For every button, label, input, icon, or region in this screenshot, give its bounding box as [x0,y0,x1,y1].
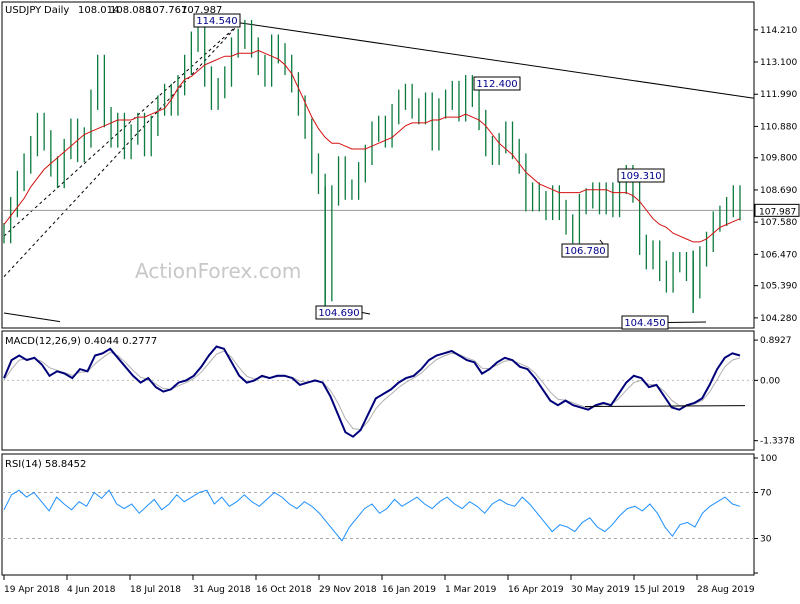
macd-signal-line [3,350,741,431]
current-price-label: 107.987 [759,207,796,217]
price-y-tick-label: 111.990 [760,90,797,100]
annotation-box [621,315,669,330]
annotation-label: 112.400 [476,79,517,90]
annotation-label: 109.310 [620,171,661,182]
annotation-label: 104.450 [624,318,665,329]
x-tick-label: 18 Jul 2018 [130,585,181,595]
annotation-box [561,243,609,258]
ohlc-open: 108.014 [78,5,119,16]
ohlc-high: 108.088 [110,5,151,16]
price-y-tick-label: 105.390 [760,282,797,292]
annotation-box [617,168,665,183]
x-tick-label: 16 Oct 2018 [256,585,312,595]
price-y-tick-label: 104.280 [760,314,797,324]
watermark: ActionForex.com [135,259,301,283]
rsi-panel: 100 70 30 [2,454,777,574]
price-y-tick-label: 113.100 [760,58,797,68]
macd-y-tick-label: 0.8927 [760,336,792,346]
price-y-tick-label: 108.690 [760,186,797,196]
annotation-label: 114.540 [196,16,237,27]
x-tick-label: 4 Jun 2018 [67,585,116,595]
ohlc-close: 107.987 [181,5,222,16]
x-tick-label: 16 Jan 2019 [382,585,436,595]
annotation-leader [361,312,371,315]
price-trendline [3,312,61,323]
price-y-tick-label: 114.210 [760,26,797,36]
price-y-tick-label: 109.800 [760,154,797,164]
rsi-panel-frame [1,453,755,576]
macd-title: MACD(12,26,9) 0.4044 0.2777 [5,336,157,347]
annotation-leader [667,321,707,323]
x-tick-label: 19 Apr 2018 [4,585,60,595]
x-tick-label: 16 Apr 2019 [508,585,564,595]
x-tick-label: 30 May 2019 [571,585,630,595]
macd-line [3,345,741,438]
annotation-box [315,305,363,320]
macd-panel-frame [1,330,755,451]
macd-trendline [584,405,746,408]
price-y-tick-label: 110.880 [760,122,797,132]
x-tick-label: 15 Jul 2019 [634,585,685,595]
timeframe-label: Daily [44,5,69,16]
price-trendline-dashed [3,22,241,278]
x-tick-label: 29 Nov 2018 [319,585,377,595]
price-panel-frame [1,1,755,329]
annotation-label: 104.690 [318,308,359,319]
macd-y-tick-label: -1.3378 [760,437,795,447]
price-panel: 114.210 113.100 111.990 110.880 109.800 108.6… [2,13,800,330]
symbol-label: USDJPY [5,5,42,16]
rsi-title: RSI(14) 58.8452 [5,459,86,470]
price-y-tick-label: 107.580 [760,218,797,228]
rsi-line [3,489,741,542]
macd-y-tick-label: 0.00 [760,376,780,386]
rsi-y-tick-label: 30 [760,535,772,545]
moving-average-line [3,49,741,243]
rsi-y-tick-label: 70 [760,489,772,499]
x-tick-label: 31 Aug 2018 [193,585,251,595]
ohlc-low: 107.767 [146,5,187,16]
current-price-tag [754,203,800,217]
macd-panel: 0.8927 0.00 -1.3378 [2,336,795,447]
annotation-box [193,13,241,28]
x-axis: 19 Apr 2018 4 Jun 2018 18 Jul 2018 31 Aug 2… [3,575,755,595]
x-tick-label: 1 Mar 2019 [445,585,497,595]
annotation-box [473,76,521,91]
price-trendline-dashed [3,22,241,237]
price-trendline [239,22,755,99]
rsi-y-tick-label: 100 [760,454,777,464]
x-tick-label: 28 Aug 2019 [697,585,755,595]
annotation-label: 106.780 [564,246,605,257]
price-y-tick-label: 106.470 [760,250,797,260]
